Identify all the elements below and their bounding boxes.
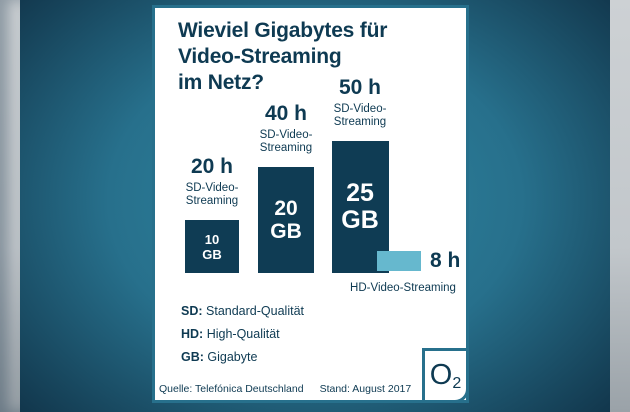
bar-group-20h: 20 h SD-Video-Streaming 10 GB [177,155,247,273]
hd-bar-row: 8 h [377,249,460,273]
sd-bar-10gb: 10 GB [185,220,239,273]
o2-logo: O 2 [422,348,469,403]
background-edge-right [610,0,630,412]
bar-chart: 20 h SD-Video-Streaming 10 GB 40 h SD-Vi… [169,72,460,273]
legend-text-hd: High-Qualität [206,327,280,341]
title-line-1: Wieviel Gigabytes für [178,19,388,42]
background-edge-left [0,0,20,412]
quality-label-20h: SD-Video-Streaming [185,182,239,207]
sd-bar-25gb: 25 GB [331,140,389,273]
hd-bar-8h [377,251,421,271]
quality-label-40h: SD-Video-Streaming [259,129,313,154]
date-text: Stand: August 2017 [319,383,412,395]
bar-value-unit: GB [202,246,222,262]
hours-label-50h: 50 h [338,75,382,99]
legend: SD: Standard-Qualität HD: High-Qualität … [181,304,304,373]
o2-logo-letter: O [429,359,453,391]
title-line-2: Video-Streaming [178,45,342,68]
legend-item-gb: GB: Gigabyte [181,350,304,364]
legend-item-hd: HD: High-Qualität [181,327,304,341]
source-text: Quelle: Telefónica Deutschland [159,383,304,395]
bar-value-unit: GB [270,220,302,243]
legend-text-sd: Standard-Qualität [206,304,304,318]
bar-value-number: 10 [204,231,220,247]
sd-bar-20gb: 20 GB [258,167,314,273]
bar-value-number: 20 [274,197,298,220]
bar-value-number: 25 [346,178,374,207]
legend-item-sd: SD: Standard-Qualität [181,304,304,318]
hours-label-40h: 40 h [264,102,308,125]
legend-abbr-sd: SD: [181,304,203,318]
legend-abbr-hd: HD: [181,327,204,341]
infographic-card: Wieviel Gigabytes für Video-Streaming im… [152,5,469,403]
bar-value-unit: GB [341,205,379,234]
bar-group-40h: 40 h SD-Video-Streaming 20 GB [251,102,321,273]
hours-label-20h: 20 h [190,155,234,178]
o2-logo-subscript: 2 [452,374,462,392]
title-line-3: im Netz? [178,71,264,94]
footer: Quelle: Telefónica Deutschland Stand: Au… [159,383,411,395]
legend-abbr-gb: GB: [181,350,204,364]
bar-group-50h: 50 h SD-Video-Streaming 25 GB [325,75,395,273]
quality-label-50h: SD-Video-Streaming [333,102,387,128]
page-title: Wieviel Gigabytes für Video-Streaming im… [178,18,448,96]
quality-label-8h: HD-Video-Streaming [350,282,456,294]
hours-label-8h: 8 h [430,249,461,272]
legend-text-gb: Gigabyte [207,350,258,364]
